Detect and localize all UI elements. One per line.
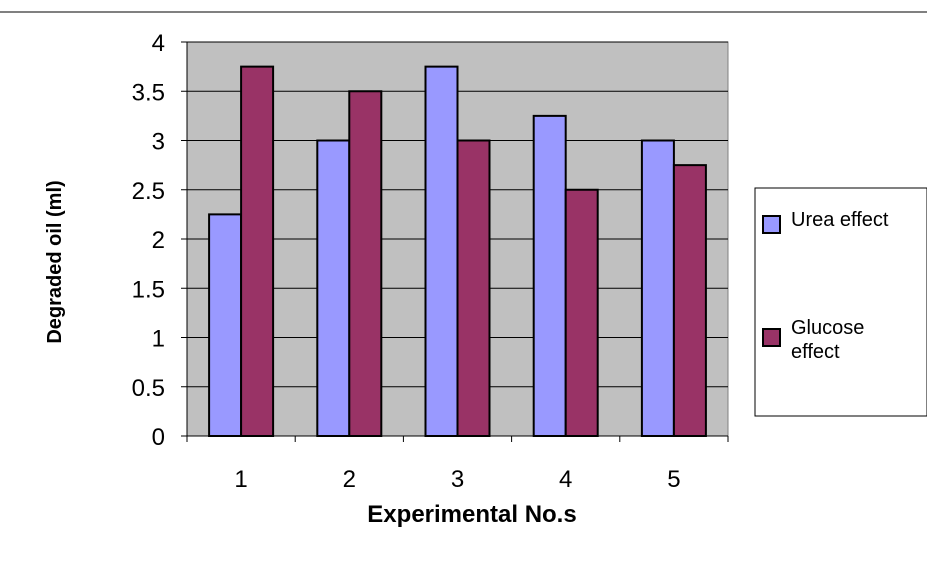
y-tick-label: 0 [152,424,165,451]
y-tick-label: 2 [152,227,165,254]
bar-glucose-effect-4 [566,190,598,436]
bar-glucose-effect-1 [241,67,273,436]
legend-swatch-glucose-effect [763,329,780,346]
bar-glucose-effect-3 [458,141,490,437]
bar-urea-effect-1 [209,214,241,436]
x-tick-label: 2 [343,466,356,493]
bar-glucose-effect-5 [674,165,706,436]
x-tick-label: 5 [667,466,680,493]
y-axis-title: Degraded oil (ml) [44,180,66,343]
y-tick-label: 3 [152,129,165,156]
y-tick-label: 3.5 [132,79,165,106]
y-tick-label: 1.5 [132,276,165,303]
x-tick-label: 1 [234,466,247,493]
y-tick-label: 0.5 [132,375,165,402]
bar-urea-effect-2 [317,141,349,437]
legend-label: Urea effect [791,209,889,231]
y-tick-label: 1 [152,326,165,353]
y-tick-label: 4 [152,30,165,57]
x-ticks: 1 2 3 4 5 [187,436,728,493]
bar-urea-effect-4 [534,116,566,436]
y-ticks: 0 0.5 1 1.5 2 2.5 3 3.5 4 [132,30,187,451]
legend-swatch-urea-effect [763,216,780,233]
x-tick-label: 4 [559,466,572,493]
bar-urea-effect-5 [642,141,674,437]
bar-glucose-effect-2 [349,91,381,436]
x-tick-label: 3 [451,466,464,493]
x-axis-title: Experimental No.s [367,501,576,528]
y-tick-label: 2.5 [132,178,165,205]
legend-label: effect [791,341,840,363]
bar-urea-effect-3 [426,67,458,436]
legend-label: Glucose [791,317,864,339]
